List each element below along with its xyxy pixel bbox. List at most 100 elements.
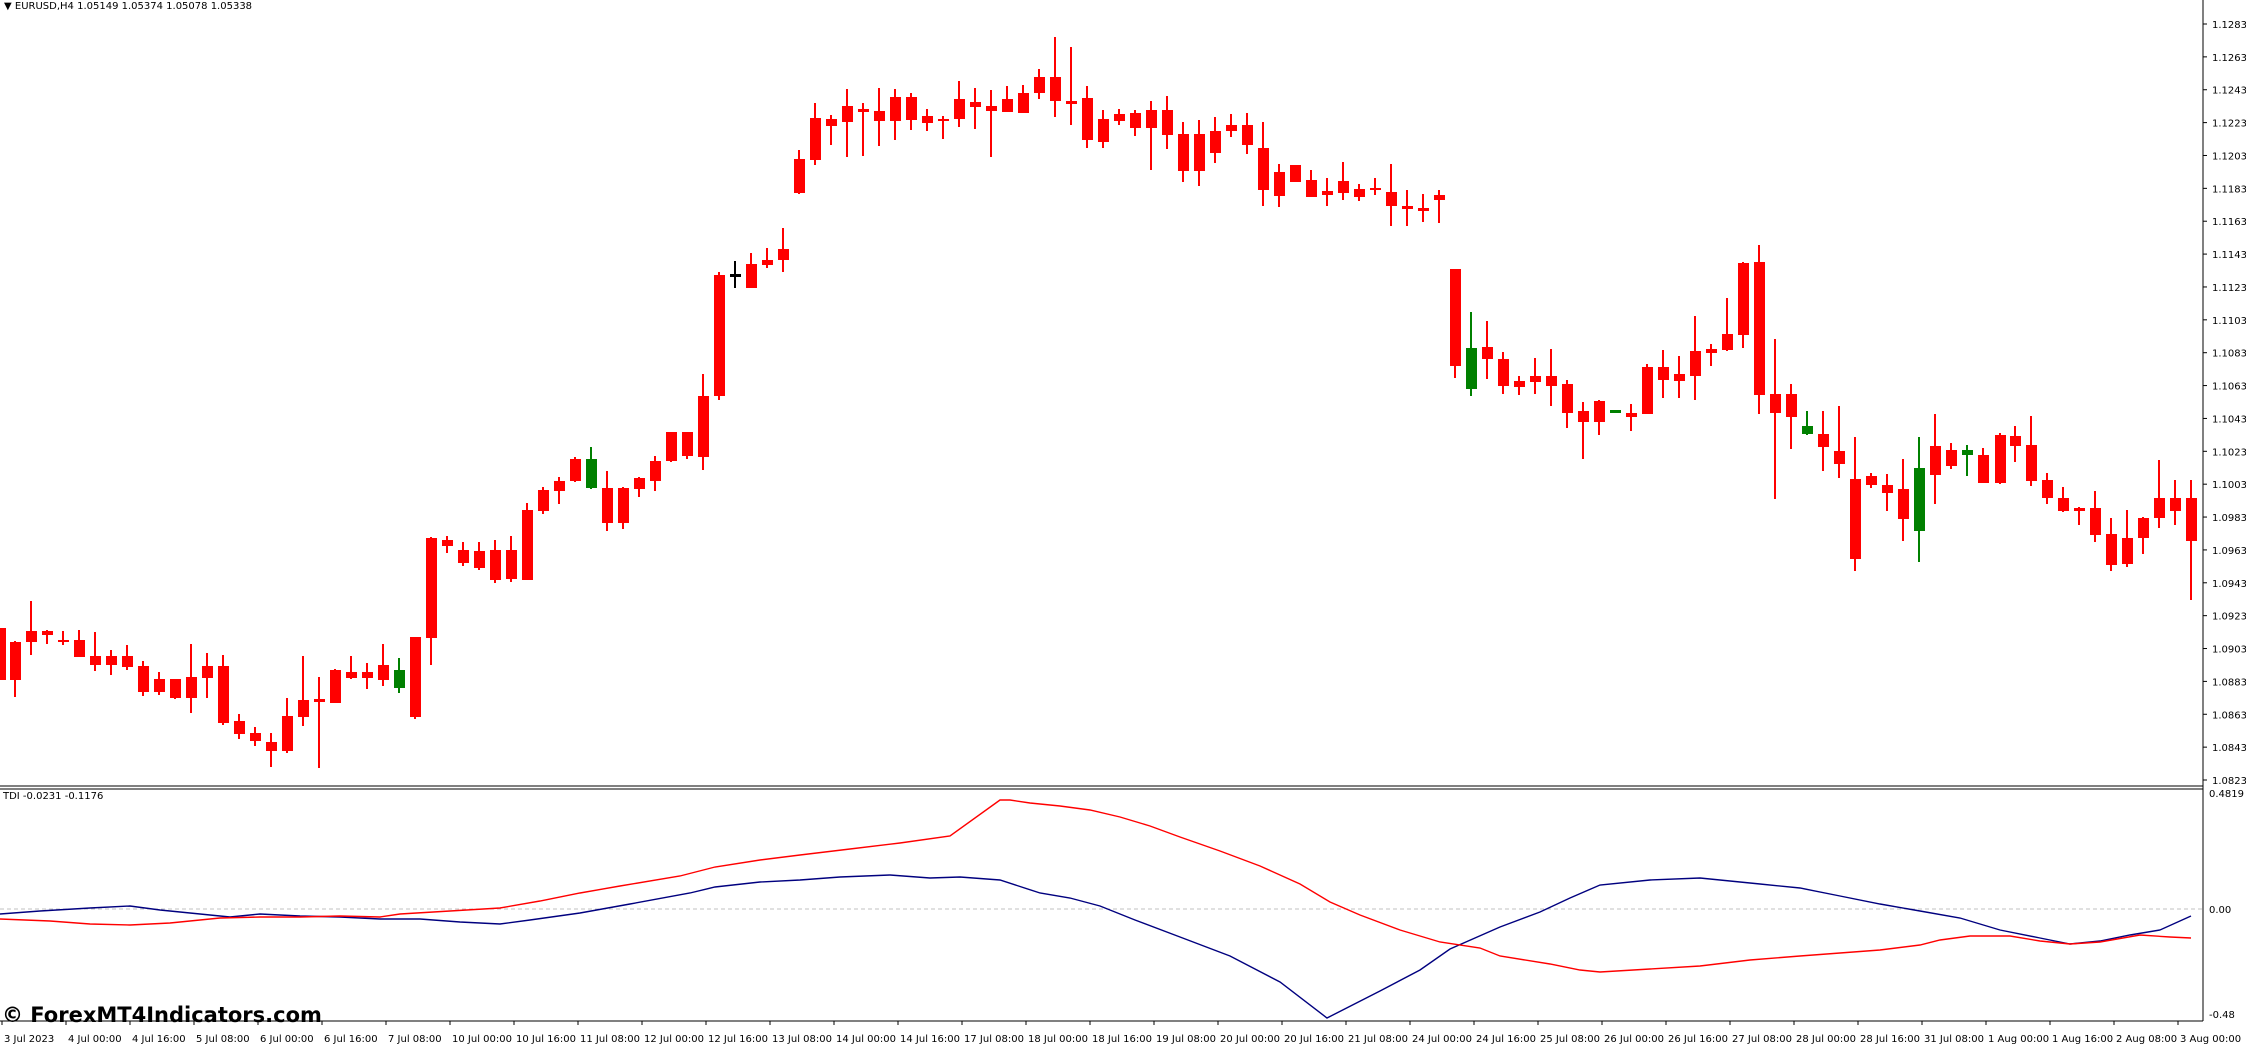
candle <box>154 679 165 692</box>
candle <box>1978 455 1989 483</box>
candle <box>1226 125 1237 131</box>
candle <box>778 249 789 260</box>
price-tick-label: 1.09435 <box>2212 579 2246 590</box>
time-tick-label: 6 Jul 16:00 <box>324 1034 378 1045</box>
candle <box>1402 206 1413 209</box>
candle <box>90 656 101 665</box>
time-tick-label: 14 Jul 00:00 <box>836 1034 896 1045</box>
candle <box>346 672 357 678</box>
candle <box>138 666 149 692</box>
candle <box>122 656 133 667</box>
price-tick-label: 1.11235 <box>2212 283 2246 294</box>
time-tick-label: 11 Jul 08:00 <box>580 1034 640 1045</box>
candle <box>842 106 853 122</box>
candle <box>554 481 565 491</box>
time-tick-label: 12 Jul 00:00 <box>644 1034 704 1045</box>
candle <box>1130 113 1141 128</box>
time-tick-label: 24 Jul 16:00 <box>1476 1034 1536 1045</box>
time-tick-label: 24 Jul 00:00 <box>1412 1034 1472 1045</box>
candle <box>666 432 677 461</box>
candle <box>986 106 997 111</box>
candle <box>906 97 917 120</box>
candle <box>1082 98 1093 140</box>
time-tick-label: 4 Jul 16:00 <box>132 1034 186 1045</box>
candle <box>250 733 261 741</box>
candle <box>762 260 773 265</box>
candle <box>1594 401 1605 422</box>
candle <box>1066 101 1077 104</box>
candle <box>490 550 501 580</box>
candle <box>1754 262 1765 395</box>
time-tick-label: 2 Aug 08:00 <box>2116 1034 2177 1045</box>
candle <box>0 628 6 680</box>
candle <box>506 550 517 579</box>
time-tick-label: 21 Jul 08:00 <box>1348 1034 1408 1045</box>
candle <box>234 721 245 734</box>
candle <box>1338 181 1349 193</box>
candle <box>746 264 757 288</box>
candle <box>1114 114 1125 121</box>
candle <box>2058 498 2069 511</box>
candle <box>1738 263 1749 335</box>
price-tick-label: 1.09035 <box>2212 645 2246 656</box>
candle <box>538 490 549 511</box>
candle <box>826 119 837 126</box>
watermark: © ForexMT4Indicators.com <box>2 1003 322 1027</box>
time-tick-label: 6 Jul 00:00 <box>260 1034 314 1045</box>
candle <box>618 488 629 523</box>
candle <box>1482 347 1493 359</box>
candle <box>202 666 213 678</box>
candle <box>2090 508 2101 535</box>
candle <box>1834 451 1845 464</box>
candle <box>26 631 37 642</box>
time-tick-label: 4 Jul 00:00 <box>68 1034 122 1045</box>
candle <box>1242 125 1253 145</box>
candle <box>1274 172 1285 196</box>
chart-header: ▼ EURUSD,H4 1.05149 1.05374 1.05078 1.05… <box>4 1 252 12</box>
candle <box>218 666 229 723</box>
tdi-tick-label: 0.00 <box>2209 905 2231 916</box>
price-tick-label: 1.10835 <box>2212 349 2246 360</box>
candle <box>874 111 885 121</box>
candle <box>394 670 405 688</box>
price-tick-label: 1.10435 <box>2212 414 2246 425</box>
candle <box>586 459 597 488</box>
price-tick-label: 1.10635 <box>2212 382 2246 393</box>
candle <box>1530 376 1541 382</box>
candle <box>330 670 341 703</box>
candle <box>1674 374 1685 381</box>
time-tick-label: 13 Jul 08:00 <box>772 1034 832 1045</box>
price-tick-label: 1.10035 <box>2212 480 2246 491</box>
time-tick-label: 26 Jul 16:00 <box>1668 1034 1728 1045</box>
candle <box>938 119 949 121</box>
candle <box>922 116 933 123</box>
time-tick-label: 10 Jul 16:00 <box>516 1034 576 1045</box>
candle <box>1418 208 1429 211</box>
time-tick-label: 1 Aug 16:00 <box>2052 1034 2113 1045</box>
candle <box>1354 189 1365 197</box>
time-tick-label: 10 Jul 00:00 <box>452 1034 512 1045</box>
candle <box>410 637 421 717</box>
time-tick-label: 25 Jul 08:00 <box>1540 1034 1600 1045</box>
candle <box>1850 479 1861 559</box>
candle <box>682 432 693 456</box>
candle <box>2170 498 2181 511</box>
dropdown-arrow-icon[interactable]: ▼ <box>4 1 12 12</box>
candle <box>1290 165 1301 182</box>
price-tick-label: 1.08635 <box>2212 710 2246 721</box>
time-tick-label: 5 Jul 08:00 <box>196 1034 250 1045</box>
candle <box>858 109 869 112</box>
candle <box>2026 445 2037 481</box>
candle <box>1194 134 1205 171</box>
candle <box>1370 188 1381 190</box>
candle <box>1386 192 1397 206</box>
time-tick-label: 19 Jul 08:00 <box>1156 1034 1216 1045</box>
candle <box>378 665 389 680</box>
candle <box>362 672 373 678</box>
time-tick-label: 14 Jul 16:00 <box>900 1034 960 1045</box>
candle <box>1562 384 1573 413</box>
candle <box>2154 498 2165 518</box>
price-tick-label: 1.11035 <box>2212 316 2246 327</box>
tdi-tick-label: 0.4819 <box>2209 789 2244 800</box>
